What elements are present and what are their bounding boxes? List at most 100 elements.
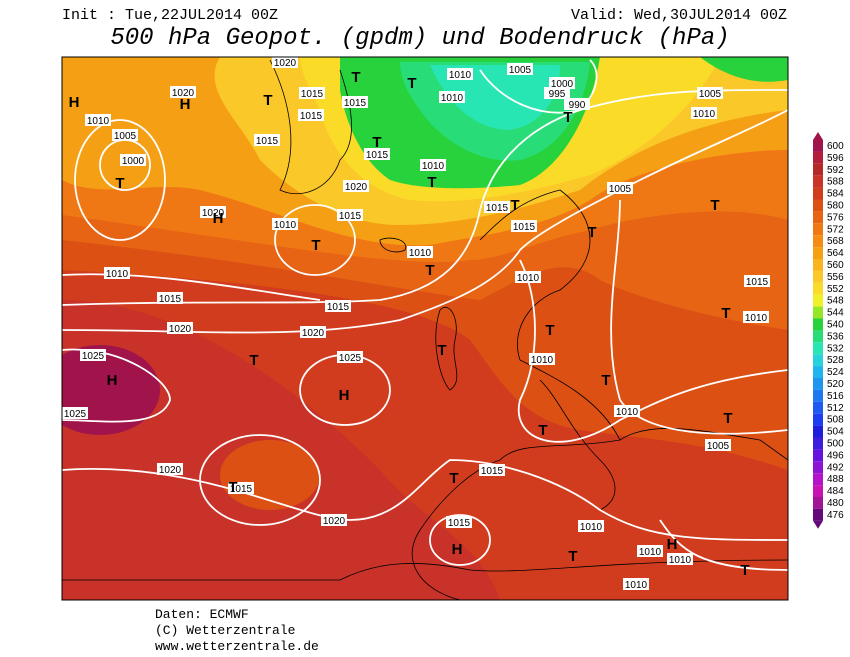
isobar-label: 1000 bbox=[551, 79, 574, 90]
legend-label: 520 bbox=[827, 379, 844, 390]
legend-label: 568 bbox=[827, 236, 844, 247]
legend-label: 576 bbox=[827, 212, 844, 223]
legend-swatch bbox=[813, 473, 823, 486]
pressure-center: H bbox=[180, 96, 191, 113]
legend-swatch bbox=[813, 508, 823, 521]
isobar-label-bg bbox=[447, 68, 473, 80]
isobar-label-bg bbox=[337, 209, 363, 221]
isobar-label: 1015 bbox=[513, 222, 536, 233]
legend-arrow bbox=[813, 132, 823, 140]
legend-label: 548 bbox=[827, 296, 844, 307]
isobar-label: 1015 bbox=[448, 518, 471, 529]
isobar-label: 1010 bbox=[87, 116, 110, 127]
pressure-center: T bbox=[427, 174, 436, 191]
legend-swatch bbox=[813, 413, 823, 426]
legend-label: 488 bbox=[827, 474, 844, 485]
legend-swatch bbox=[813, 425, 823, 438]
legend-swatch bbox=[813, 151, 823, 164]
isobar-label: 1010 bbox=[449, 70, 472, 81]
isobar-label-bg bbox=[321, 514, 347, 526]
legend-label: 564 bbox=[827, 248, 844, 259]
isobar-label-bg bbox=[325, 300, 351, 312]
pressure-center: T bbox=[351, 69, 360, 86]
isobar-label-bg bbox=[342, 96, 368, 108]
isobar-label-bg bbox=[167, 322, 193, 334]
legend-swatch bbox=[813, 342, 823, 355]
legend-swatch bbox=[813, 211, 823, 224]
map-frame bbox=[61, 56, 789, 601]
isobar-label: 1020 bbox=[345, 182, 368, 193]
pressure-center: H bbox=[69, 94, 80, 111]
legend-label: 580 bbox=[827, 201, 844, 212]
pressure-center: T bbox=[563, 109, 572, 126]
legend-label: 552 bbox=[827, 284, 844, 295]
legend-swatch bbox=[813, 306, 823, 319]
legend-label: 600 bbox=[827, 141, 844, 152]
isobar-label: 1015 bbox=[256, 136, 279, 147]
isobar-label: 1015 bbox=[300, 111, 323, 122]
legend-label: 480 bbox=[827, 498, 844, 509]
legend-swatch bbox=[813, 389, 823, 402]
pressure-center: T bbox=[372, 134, 381, 151]
pressure-center: T bbox=[437, 342, 446, 359]
isobar-label: 1020 bbox=[159, 465, 182, 476]
isobar-label: 1015 bbox=[344, 98, 367, 109]
isobar-label: 1015 bbox=[486, 203, 509, 214]
legend-label: 492 bbox=[827, 462, 844, 473]
isobar-label-bg bbox=[337, 351, 363, 363]
isobar-label-bg bbox=[407, 246, 433, 258]
coastlines bbox=[62, 59, 788, 600]
isobar-label: 1010 bbox=[625, 580, 648, 591]
field bbox=[430, 65, 560, 130]
isobar-label: 1005 bbox=[509, 65, 532, 76]
legend-swatch bbox=[813, 259, 823, 271]
legend-label: 512 bbox=[827, 403, 844, 414]
isobar-label-bg bbox=[744, 275, 770, 287]
legend: 6005965925885845805765725685645605565525… bbox=[813, 132, 844, 529]
isobar-label-bg bbox=[299, 87, 325, 99]
isobar-label: 1015 bbox=[327, 302, 350, 313]
isobars bbox=[62, 59, 788, 571]
isobar-label-bg bbox=[104, 267, 130, 279]
legend-label: 516 bbox=[827, 391, 844, 402]
isobar-label-bg bbox=[479, 464, 505, 476]
legend-label: 536 bbox=[827, 331, 844, 342]
legend-label: 496 bbox=[827, 450, 844, 461]
isobar-label-bg bbox=[691, 107, 717, 119]
legend-swatch bbox=[813, 497, 823, 509]
pressure-center: T bbox=[723, 410, 732, 427]
legend-swatch bbox=[813, 187, 823, 200]
isobar-label-bg bbox=[623, 578, 649, 590]
pressure-center: T bbox=[545, 322, 554, 339]
isobar-label-bg bbox=[637, 545, 663, 557]
isobar-label-bg bbox=[578, 520, 604, 532]
legend-label: 528 bbox=[827, 355, 844, 366]
isobar-label-bg bbox=[112, 129, 138, 141]
legend-label: 508 bbox=[827, 415, 844, 426]
isobar-label: 1020 bbox=[323, 516, 346, 527]
isobar-label-bg bbox=[298, 109, 324, 121]
isobar-label-bg bbox=[549, 77, 575, 89]
isobar-label-bg bbox=[364, 148, 390, 160]
legend-swatch bbox=[813, 366, 823, 378]
field bbox=[700, 57, 788, 82]
isobar-label-bg bbox=[420, 159, 446, 171]
pressure-center: H bbox=[667, 536, 678, 553]
pressure-center: T bbox=[425, 262, 434, 279]
legend-swatch bbox=[813, 485, 823, 497]
isobar-label-bg bbox=[705, 439, 731, 451]
pressure-center: T bbox=[710, 197, 719, 214]
pressure-center: T bbox=[601, 372, 610, 389]
isobar-label: 1010 bbox=[616, 407, 639, 418]
pressure-center: T bbox=[510, 197, 519, 214]
legend-swatch bbox=[813, 401, 823, 414]
isobar-label-bg bbox=[300, 326, 326, 338]
footer-copyright: (C) Wetterzentrale bbox=[155, 623, 295, 638]
legend-swatch bbox=[813, 449, 823, 462]
isobar-label: 1020 bbox=[202, 208, 225, 219]
legend-label: 540 bbox=[827, 320, 844, 331]
legend-swatch bbox=[813, 235, 823, 248]
pressure-center: H bbox=[107, 372, 118, 389]
legend-swatch bbox=[813, 330, 823, 343]
isobar-label-bg bbox=[200, 206, 226, 218]
